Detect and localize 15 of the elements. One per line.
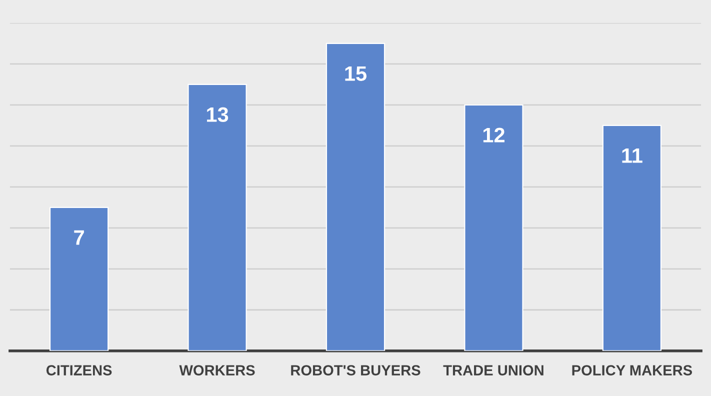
x-tick-label: ROBOT'S BUYERS — [291, 365, 420, 376]
data-label: 15 — [345, 66, 367, 82]
data-label: 7 — [74, 230, 84, 245]
data-label: 11 — [622, 148, 642, 163]
x-tick-label: TRADE UNION — [443, 365, 544, 376]
bar — [326, 42, 386, 351]
x-tick-label: POLICY MAKERS — [572, 365, 692, 376]
bar — [602, 124, 662, 351]
bar — [49, 206, 109, 351]
bar — [464, 104, 524, 351]
data-label: 13 — [207, 107, 228, 122]
x-tick-label: CITIZENS — [46, 365, 112, 376]
x-tick-label: WORKERS — [179, 365, 255, 376]
data-label: 12 — [483, 128, 504, 142]
bar — [188, 84, 247, 351]
